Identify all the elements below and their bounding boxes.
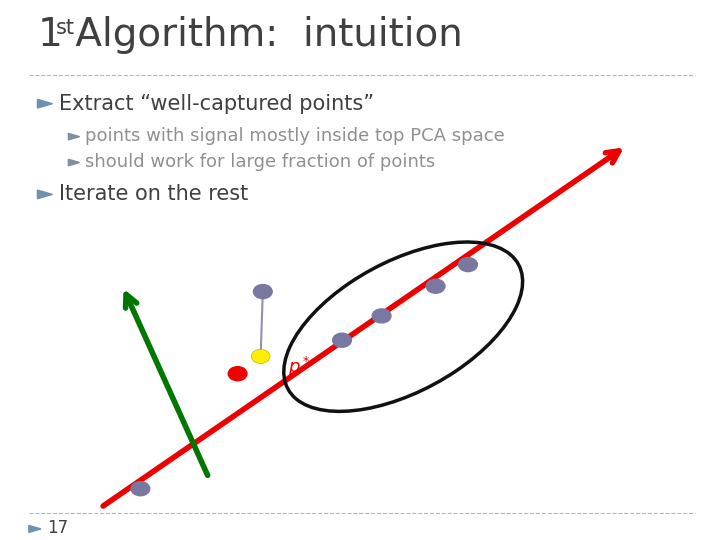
Text: 1: 1	[37, 16, 63, 54]
Polygon shape	[29, 525, 41, 532]
Circle shape	[253, 285, 272, 299]
Text: Iterate on the rest: Iterate on the rest	[59, 184, 248, 205]
Circle shape	[426, 279, 445, 293]
Circle shape	[459, 258, 477, 272]
Circle shape	[228, 367, 247, 381]
Circle shape	[131, 482, 150, 496]
Text: $p^*$: $p^*$	[288, 355, 310, 379]
Circle shape	[251, 349, 270, 363]
Circle shape	[372, 309, 391, 323]
Text: points with signal mostly inside top PCA space: points with signal mostly inside top PCA…	[85, 127, 505, 145]
Polygon shape	[68, 133, 80, 140]
Text: 17: 17	[47, 519, 68, 537]
Text: should work for large fraction of points: should work for large fraction of points	[85, 153, 435, 171]
Polygon shape	[68, 159, 80, 166]
Polygon shape	[37, 190, 53, 199]
Text: st: st	[55, 18, 74, 38]
Circle shape	[333, 333, 351, 347]
Polygon shape	[37, 99, 53, 108]
Text: Algorithm:  intuition: Algorithm: intuition	[63, 16, 463, 54]
Text: Extract “well-captured points”: Extract “well-captured points”	[59, 93, 374, 114]
